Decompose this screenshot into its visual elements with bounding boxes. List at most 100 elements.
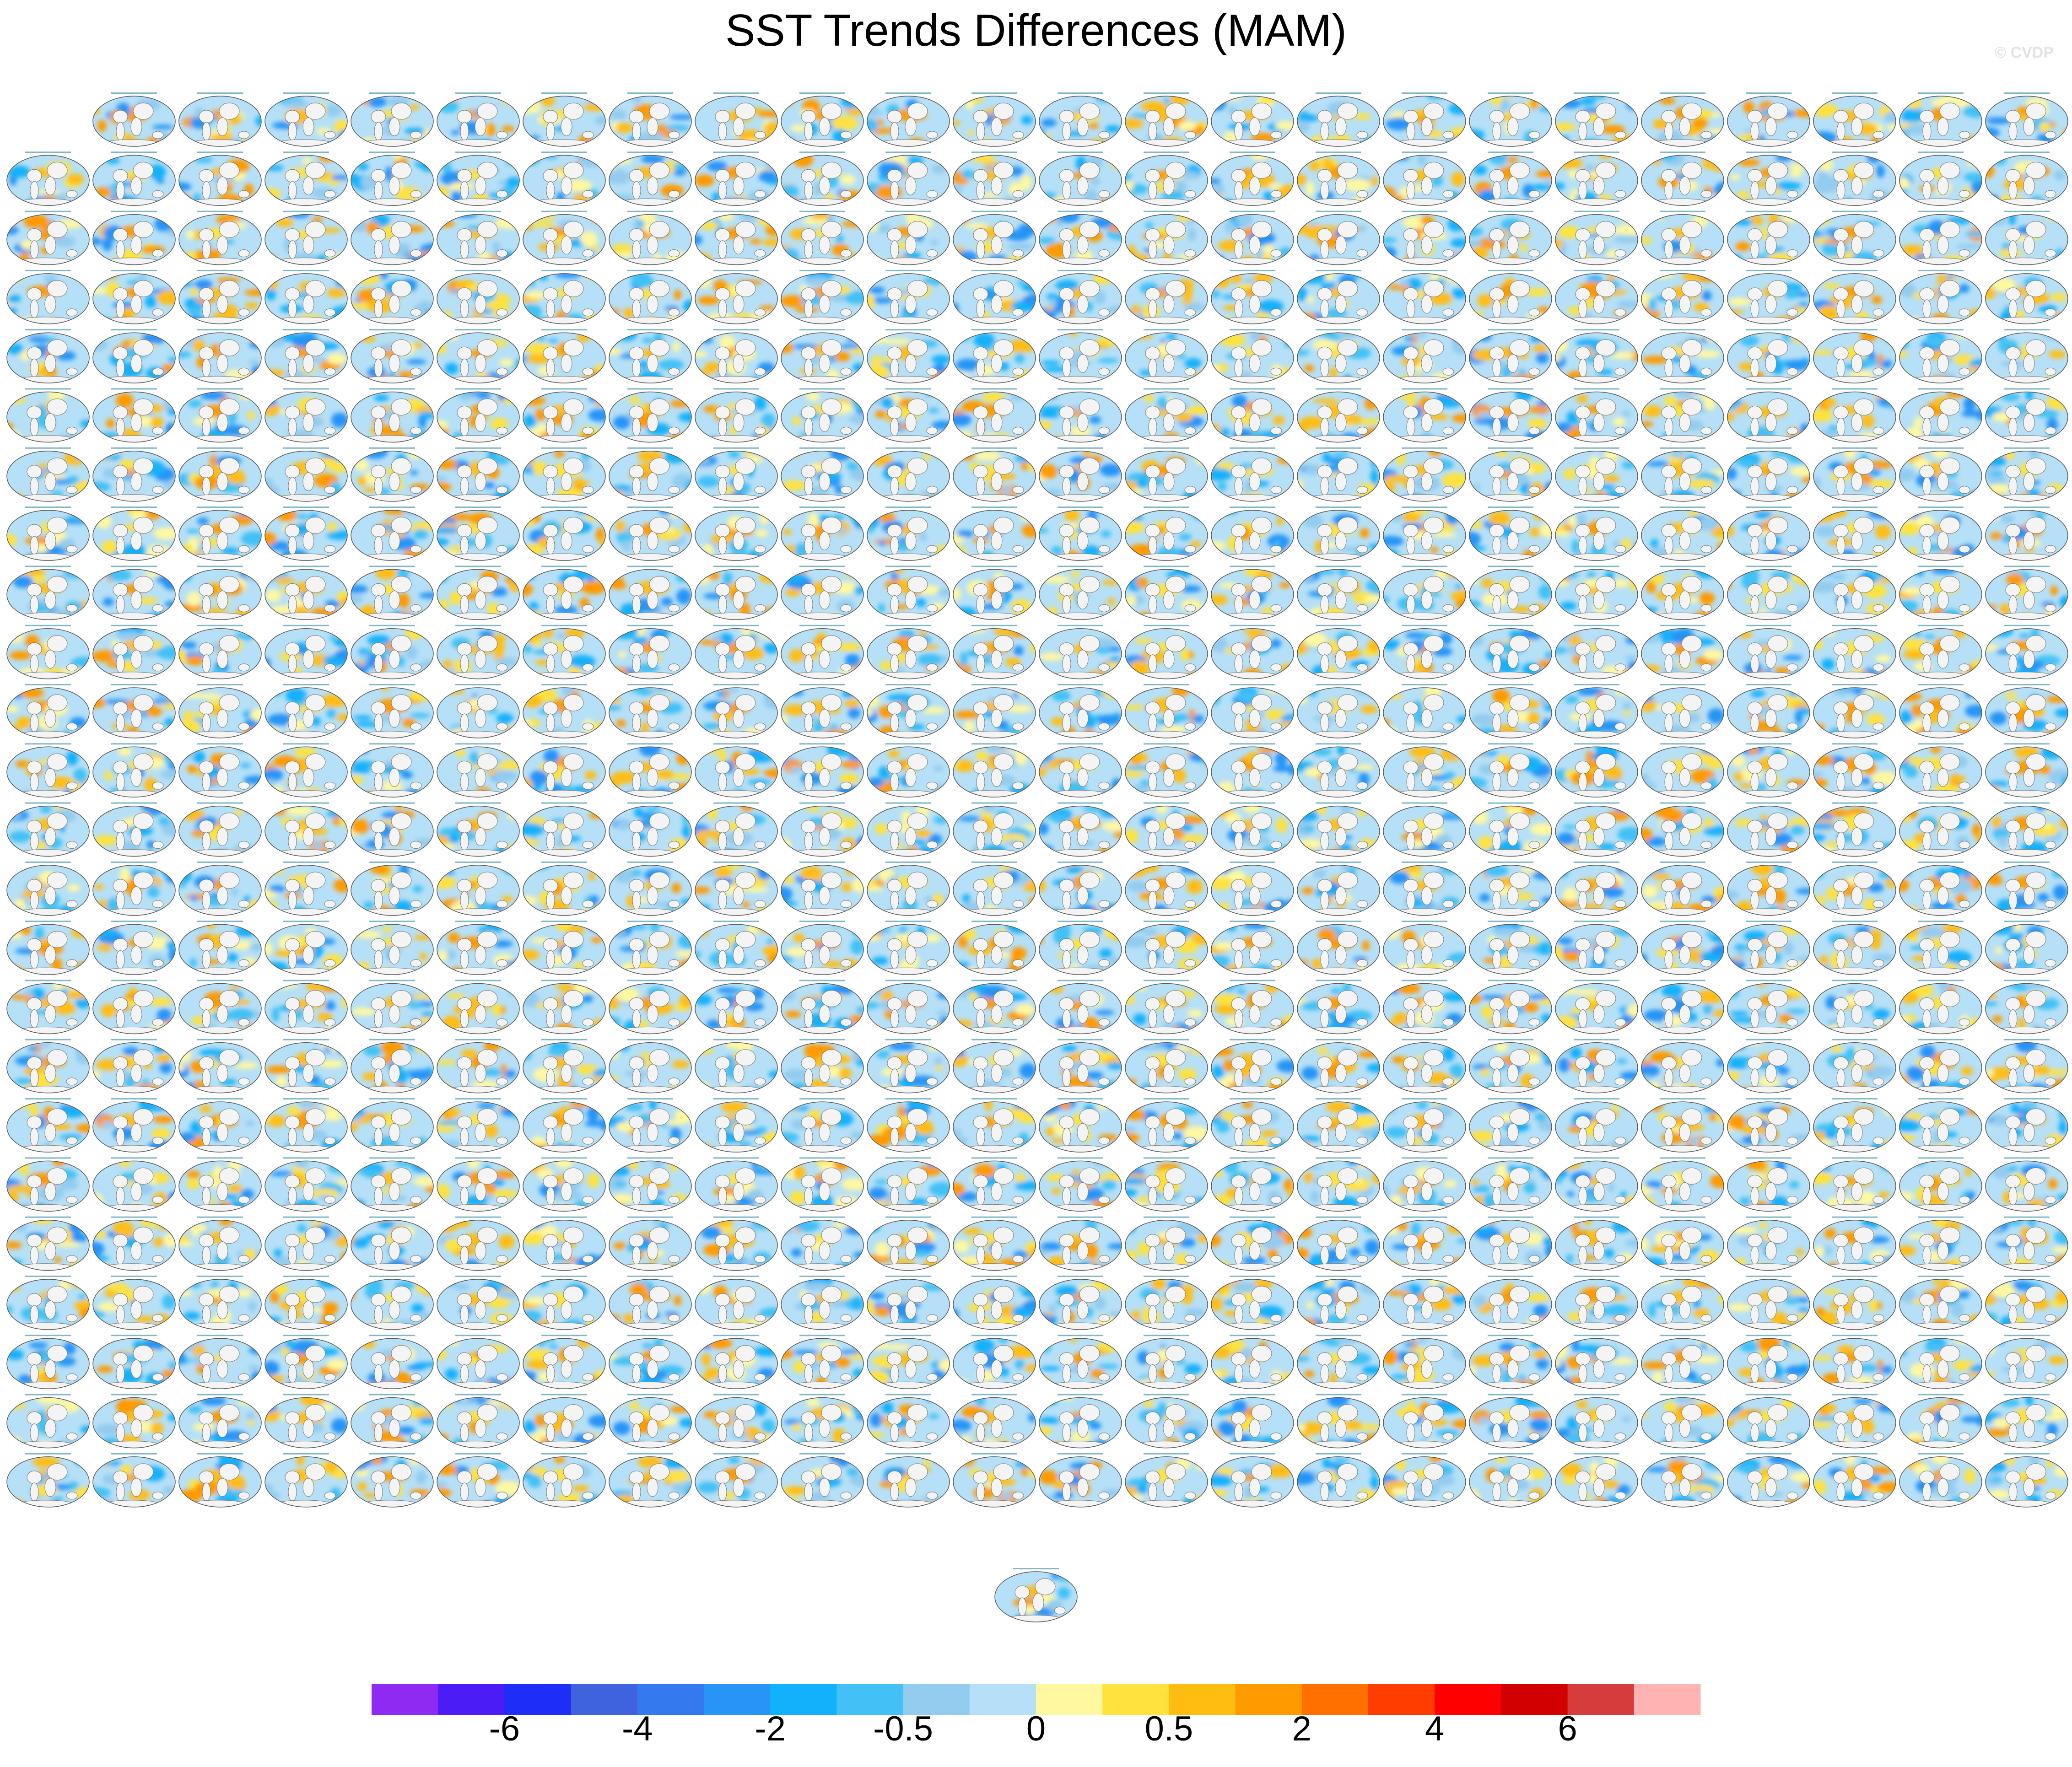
map-panel [1554, 1217, 1644, 1272]
map-panel [1719, 1039, 1810, 1098]
map-panel [1724, 506, 1810, 562]
map-panel [434, 151, 526, 207]
map-panel [84, 1217, 179, 1271]
map-panel [262, 625, 356, 681]
map-panel [1550, 921, 1640, 976]
map-panel [1810, 329, 1902, 385]
map-panel [1896, 684, 1987, 738]
map-panel [1634, 803, 1729, 857]
map-panel [7, 1098, 103, 1157]
map-panel [1465, 1335, 1552, 1390]
map-panel [1039, 684, 1127, 742]
map-panel [685, 862, 777, 917]
panel-grid-svg [0, 0, 2072, 1647]
map-panel [1812, 625, 1896, 685]
map-panel [169, 743, 266, 799]
map-panel [428, 506, 523, 563]
map-panel [1546, 1335, 1638, 1392]
map-panel [865, 1096, 950, 1153]
map-panel [1727, 740, 1810, 797]
map-panel [604, 1098, 697, 1153]
map-panel [1899, 92, 1990, 147]
map-panel [179, 1157, 261, 1213]
map-panel [1894, 1276, 1983, 1330]
colorbar-swatch [836, 1684, 903, 1715]
map-panel [340, 1097, 442, 1156]
map-panel [1290, 327, 1380, 390]
map-panel [1640, 208, 1731, 268]
map-panel [1121, 388, 1214, 443]
map-panel [609, 1453, 698, 1510]
map-panel [1723, 92, 1819, 147]
map-panel [1635, 743, 1727, 801]
map-panel [598, 329, 696, 386]
map-panel [0, 1394, 95, 1452]
map-panel [264, 566, 356, 620]
map-panel [945, 1451, 1043, 1508]
colorbar-swatch [1102, 1684, 1169, 1715]
map-panel [858, 151, 950, 206]
map-panel [1555, 1394, 1638, 1449]
map-panel [93, 743, 183, 797]
map-panel [599, 921, 700, 975]
map-panel [1291, 151, 1380, 209]
map-panel [1716, 862, 1818, 917]
map-panel [348, 625, 446, 679]
map-panel [1893, 862, 1983, 916]
map-panel [1037, 92, 1129, 151]
map-panel [859, 1157, 955, 1218]
map-panel [432, 211, 523, 267]
map-panel [265, 800, 355, 857]
map-panel [1641, 1276, 1727, 1334]
map-panel [953, 862, 1043, 920]
map-panel [1462, 211, 1552, 269]
map-panel [1461, 743, 1553, 797]
map-panel [1459, 980, 1559, 1037]
map-panel [1036, 329, 1127, 385]
map-panel [1549, 506, 1639, 561]
map-panel [1039, 1453, 1125, 1510]
map-panel [518, 210, 605, 265]
map-panel [1555, 1453, 1638, 1509]
map-panel [169, 1276, 270, 1330]
colorbar-swatch [637, 1684, 704, 1715]
map-panel [695, 92, 789, 149]
map-panel [599, 270, 695, 328]
map-panel [1469, 270, 1560, 324]
map-panel [695, 743, 791, 801]
map-panel [1986, 803, 2072, 861]
map-panel [6, 328, 89, 383]
map-panel [1716, 1392, 1818, 1452]
map-panel [1469, 1097, 1565, 1159]
map-panel [1469, 919, 1559, 975]
map-panel [1899, 625, 1991, 680]
map-panel [1727, 151, 1810, 210]
map-panel [1810, 563, 1899, 622]
map-panel [255, 388, 348, 444]
map-panel [1120, 743, 1215, 800]
map-panel [1555, 270, 1639, 324]
map-panel [1286, 980, 1384, 1037]
map-panel [1207, 684, 1297, 743]
map-panel [867, 329, 951, 385]
map-panel [1036, 861, 1122, 917]
map-panel [1211, 740, 1299, 799]
map-panel [85, 1453, 177, 1508]
map-panel [603, 1216, 691, 1275]
map-panel [523, 625, 605, 685]
map-panel [1292, 211, 1380, 270]
map-panel [515, 270, 609, 329]
colorbar-tick-label: 0 [1026, 1709, 1046, 1749]
map-panel [264, 211, 355, 270]
colorbar-swatch [970, 1684, 1036, 1715]
map-panel [695, 388, 783, 447]
map-panel [85, 447, 177, 502]
map-panel [437, 625, 529, 681]
map-panel [1975, 1217, 2072, 1271]
map-panel [867, 1335, 960, 1391]
map-panel [1122, 918, 1213, 977]
map-panel [601, 682, 691, 745]
map-panel [1469, 1276, 1560, 1330]
map-panel [1892, 445, 1988, 506]
map-panel [1641, 329, 1724, 386]
